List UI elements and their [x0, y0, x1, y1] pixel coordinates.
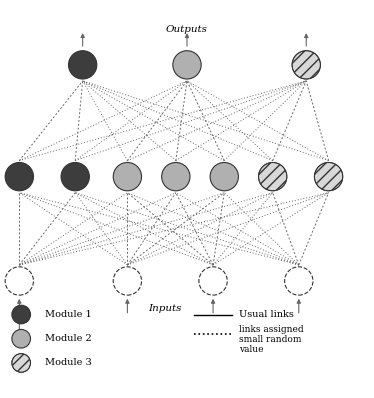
Circle shape [258, 162, 287, 191]
Text: links assigned
small random
value: links assigned small random value [239, 325, 304, 354]
Circle shape [113, 162, 141, 191]
Circle shape [210, 162, 238, 191]
Text: Module 2: Module 2 [45, 334, 92, 343]
Circle shape [162, 162, 190, 191]
Text: Usual links: Usual links [239, 310, 294, 319]
Circle shape [173, 51, 201, 79]
Text: Outputs: Outputs [166, 25, 208, 34]
Circle shape [315, 162, 343, 191]
Circle shape [68, 51, 97, 79]
Circle shape [61, 162, 89, 191]
Circle shape [5, 162, 34, 191]
Circle shape [12, 305, 31, 324]
Circle shape [285, 267, 313, 295]
Circle shape [12, 330, 31, 348]
Circle shape [199, 267, 227, 295]
Circle shape [113, 267, 141, 295]
Text: Module 3: Module 3 [45, 359, 92, 367]
Text: Inputs: Inputs [148, 304, 181, 313]
Circle shape [292, 51, 321, 79]
Circle shape [12, 354, 31, 372]
Circle shape [5, 267, 34, 295]
Text: Module 1: Module 1 [45, 310, 92, 319]
